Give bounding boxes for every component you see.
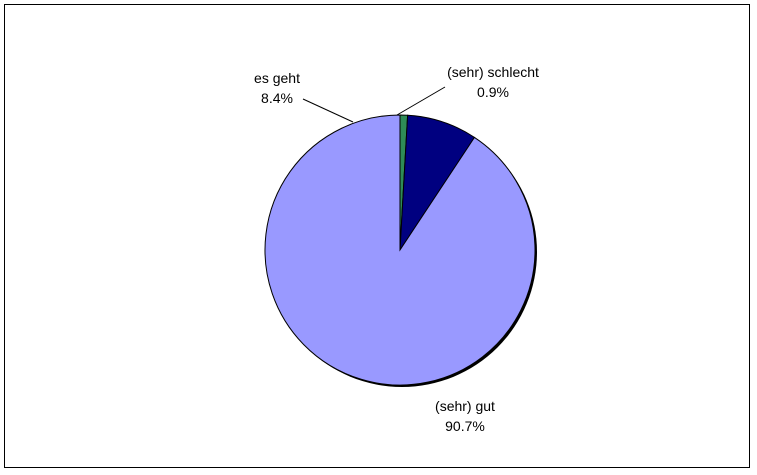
- pie-chart: (sehr) schlecht 0.9% es geht 8.4% (sehr) gut…: [254, 64, 539, 434]
- leader-line-1: [302, 98, 354, 123]
- chart-frame: (sehr) schlecht 0.9% es geht 8.4% (sehr) gut…: [4, 4, 750, 468]
- slice-label-1: es geht: [254, 70, 300, 86]
- slice-value-label-0: 0.9%: [477, 84, 509, 100]
- pie-slice-2: [264, 114, 536, 386]
- slice-label-2: (sehr) gut: [435, 398, 495, 414]
- slice-value-label-1: 8.4%: [261, 90, 293, 106]
- slice-value-label-2: 90.7%: [445, 418, 485, 434]
- leader-line-0: [396, 86, 446, 116]
- slice-label-0: (sehr) schlecht: [447, 64, 539, 80]
